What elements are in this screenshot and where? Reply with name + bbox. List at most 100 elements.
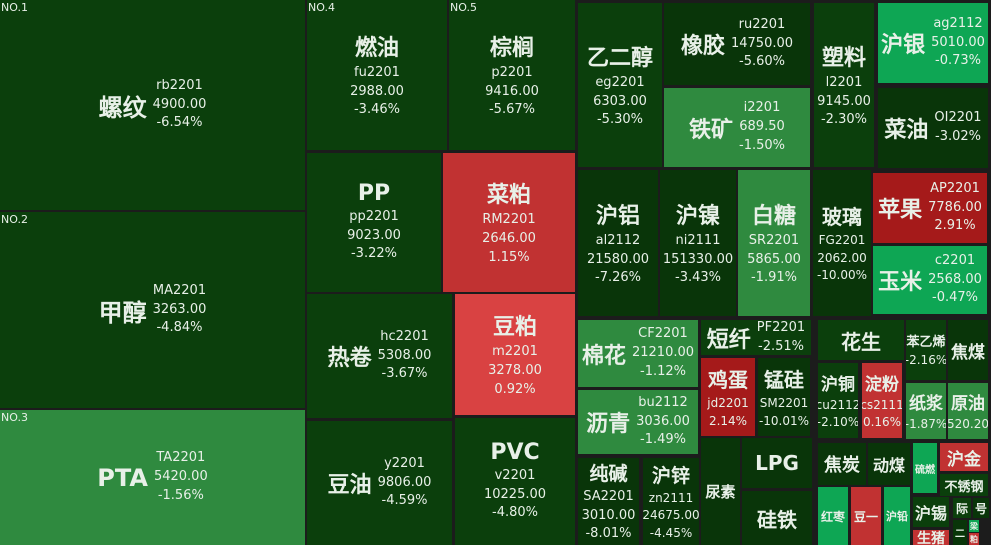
- contract-price: 5010.00: [931, 34, 985, 50]
- treemap-cell-eg2201[interactable]: 乙二醇 eg2201 6303.00 -5.30%: [578, 3, 662, 167]
- contract-change: -5.30%: [596, 112, 643, 128]
- contract-name: 沪铅: [886, 510, 908, 523]
- treemap-cell-item-38[interactable]: 纸浆 -1.87%: [906, 383, 946, 439]
- contract-price: 9806.00: [377, 474, 432, 490]
- treemap-cell-item-46[interactable]: 豆一: [851, 487, 881, 545]
- treemap-cell-hc2201[interactable]: 热卷 hc2201 5308.00 -3.67%: [307, 294, 452, 418]
- treemap-cell-item-47[interactable]: 沪铅: [884, 487, 910, 545]
- treemap-cell-item-40[interactable]: 焦炭: [818, 443, 866, 485]
- treemap-cell-CF2201[interactable]: 棉花 CF2201 21210.00 -1.12%: [578, 320, 698, 387]
- contract-change: -3.02%: [935, 129, 981, 144]
- treemap-cell-OI2201[interactable]: 菜油 OI2201 -3.02%: [878, 88, 988, 168]
- contract-name: 沥青: [586, 412, 631, 437]
- contract-code: OI2201: [934, 110, 982, 126]
- treemap-cell-c2201[interactable]: 玉米 c2201 2568.00 -0.47%: [873, 246, 987, 314]
- treemap-cell-TA2201[interactable]: NO.3 PTA TA2201 5420.00 -1.56%: [0, 410, 305, 545]
- treemap-cell-p2201[interactable]: NO.5 棕榈 p2201 9416.00 -5.67%: [449, 0, 575, 150]
- treemap-cell-SM2201[interactable]: 锰硅 SM2201 -10.01%: [758, 358, 810, 436]
- contract-name: 橡胶: [680, 34, 725, 59]
- treemap-cell-item-32[interactable]: 硅铁: [742, 491, 812, 545]
- contract-code: zn2111: [648, 490, 694, 505]
- contract-price: 24675.00: [643, 508, 699, 523]
- treemap-cell-pp2201[interactable]: PP pp2201 9023.00 -3.22%: [307, 153, 441, 292]
- contract-name: 棉花: [581, 343, 626, 369]
- contract-name: 焦煤: [951, 342, 985, 363]
- treemap-cell-item-34[interactable]: 苯乙烯 -2.16%: [906, 320, 946, 380]
- treemap-cell-cu2112[interactable]: 沪铜 cu2112 -2.10%: [818, 363, 858, 438]
- treemap-cell-cs2111[interactable]: 淀粉 cs2111 0.16%: [862, 363, 902, 438]
- contract-info: -2.16%: [906, 352, 946, 369]
- treemap-cell-MA2201[interactable]: NO.2 甲醇 MA2201 3263.00 -4.84%: [0, 212, 305, 408]
- contract-code: cs2111: [862, 397, 902, 412]
- treemap-cell-ni2111[interactable]: 沪镍 ni2111 151330.00 -3.43%: [660, 170, 736, 316]
- treemap-cell-zn2111[interactable]: 沪锌 zn2111 24675.00 -4.45%: [643, 458, 699, 545]
- treemap-cell-AP2201[interactable]: 苹果 AP2201 7786.00 2.91%: [873, 173, 987, 243]
- treemap-cell-bu2112[interactable]: 沥青 bu2112 3036.00 -1.49%: [578, 390, 698, 454]
- treemap-cell-ru2201[interactable]: 橡胶 ru2201 14750.00 -5.60%: [664, 3, 810, 85]
- treemap-cell-item-53[interactable]: 梁: [969, 520, 979, 532]
- contract-info: RM2201 2646.00 1.15%: [482, 211, 536, 268]
- contract-name: 豆一: [853, 509, 878, 524]
- contract-name: 二: [955, 529, 965, 540]
- treemap-cell-item-52[interactable]: 二: [953, 520, 967, 545]
- treemap-cell-v2201[interactable]: PVC v2201 10225.00 -4.80%: [455, 418, 575, 545]
- contract-info: fu2201 2988.00 -3.46%: [350, 64, 404, 121]
- contract-name: 燃油: [354, 35, 399, 61]
- treemap-cell-item-50[interactable]: 际: [953, 498, 971, 518]
- treemap-cell-item-45[interactable]: 红枣: [818, 487, 848, 545]
- treemap-cell-fu2201[interactable]: NO.4 燃油 fu2201 2988.00 -3.46%: [307, 0, 447, 150]
- treemap-cell-item-48[interactable]: 沪锡: [913, 497, 949, 527]
- contract-change: 0.92%: [494, 381, 536, 397]
- treemap-cell-item-35[interactable]: 焦煤: [948, 320, 988, 380]
- treemap-cell-item-51[interactable]: 号: [973, 498, 989, 518]
- contract-name: 豆粕: [492, 315, 537, 341]
- contract-code: fu2201: [354, 64, 400, 80]
- contract-name: 号: [974, 501, 987, 516]
- treemap-cell-RM2201[interactable]: 菜粕 RM2201 2646.00 1.15%: [443, 153, 575, 292]
- treemap-cell-item-42[interactable]: 硫燃: [913, 443, 937, 493]
- treemap-cell-item-44[interactable]: 不锈钢: [940, 474, 988, 496]
- treemap-cell-item-31[interactable]: LPG: [742, 438, 812, 488]
- treemap-cell-item-41[interactable]: 动煤: [868, 443, 910, 485]
- treemap-cell-FG2201[interactable]: 玻璃 FG2201 2062.00 -10.00%: [813, 170, 871, 316]
- contract-name: 纯碱: [589, 462, 628, 485]
- treemap-cell-ag2112[interactable]: 沪银 ag2112 5010.00 -0.73%: [878, 3, 988, 83]
- treemap-cell-SA2201[interactable]: 纯碱 SA2201 3010.00 -8.01%: [578, 458, 639, 545]
- treemap-cell-item-30[interactable]: 尿素: [701, 438, 740, 545]
- treemap-cell-jd2201[interactable]: 鸡蛋 jd2201 2.14%: [701, 358, 755, 436]
- treemap-cell-item-43[interactable]: 沪金: [940, 443, 988, 471]
- contract-change: 520.20: [948, 416, 988, 431]
- treemap-cell-item-54[interactable]: 粕: [969, 533, 979, 545]
- contract-code: CF2201: [638, 326, 688, 342]
- contract-name: 沪锡: [914, 504, 947, 523]
- contract-code: SA2201: [583, 488, 634, 504]
- treemap-cell-item-33[interactable]: 花生: [818, 320, 904, 360]
- treemap-cell-item-49[interactable]: 生猪: [913, 530, 949, 545]
- contract-price: 10225.00: [483, 486, 547, 502]
- contract-change: -0.73%: [935, 53, 981, 69]
- contract-name: 沪金: [947, 449, 981, 470]
- contract-change: -7.26%: [595, 270, 641, 286]
- treemap-cell-al2112[interactable]: 沪铝 al2112 21580.00 -7.26%: [578, 170, 658, 316]
- treemap-cell-rb2201[interactable]: NO.1 螺纹 rb2201 4900.00 -6.54%: [0, 0, 305, 210]
- contract-name: 沪锌: [651, 464, 690, 487]
- treemap-cell-m2201[interactable]: 豆粕 m2201 3278.00 0.92%: [455, 294, 575, 415]
- contract-name: 棕榈: [489, 35, 534, 61]
- treemap-cell-PF2201[interactable]: 短纤 PF2201 -2.51%: [701, 320, 811, 355]
- contract-price: 9416.00: [485, 83, 539, 99]
- contract-price: 2988.00: [350, 83, 404, 99]
- contract-name: 纸浆: [909, 393, 943, 414]
- contract-code: MA2201: [152, 282, 207, 298]
- treemap-cell-item-39[interactable]: 原油 520.20: [948, 383, 988, 439]
- contract-change: -4.59%: [381, 493, 428, 509]
- contract-info: eg2201 6303.00 -5.30%: [593, 74, 647, 131]
- treemap-cell-SR2201[interactable]: 白糖 SR2201 5865.00 -1.91%: [738, 170, 810, 316]
- treemap-cell-l2201[interactable]: 塑料 l2201 9145.00 -2.30%: [814, 3, 874, 167]
- contract-change: -0.47%: [932, 290, 978, 306]
- contract-change: -6.54%: [156, 115, 203, 131]
- contract-name: PVC: [490, 439, 540, 465]
- contract-code: rb2201: [156, 77, 203, 93]
- treemap-cell-y2201[interactable]: 豆油 y2201 9806.00 -4.59%: [307, 421, 452, 545]
- treemap-cell-i2201[interactable]: 铁矿 i2201 689.50 -1.50%: [664, 88, 810, 167]
